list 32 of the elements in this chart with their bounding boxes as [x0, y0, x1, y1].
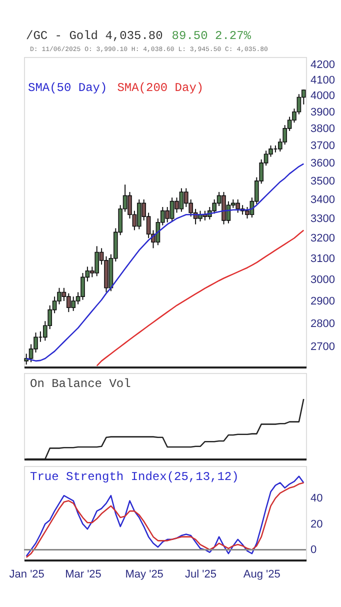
y-tick-label: 2700	[310, 341, 335, 354]
y-tick-label: 2800	[310, 318, 335, 330]
y-tick-label: 4100	[310, 74, 335, 86]
text: SMA(200 Day)	[117, 81, 204, 95]
chart-title: /GC - Gold 4,035.80	[26, 29, 163, 43]
y-tick-label: 2900	[310, 295, 335, 308]
chart-title: True Strength Index(25,13,12)	[30, 470, 239, 484]
x-tick-label: Jul '25	[185, 568, 216, 580]
y-tick-label: 3000	[310, 274, 335, 286]
line-series	[96, 230, 304, 366]
y-tick-label: 3800	[310, 122, 335, 135]
x-tick-label: Mar '25	[65, 568, 102, 580]
y-tick-label: 4000	[310, 90, 335, 102]
y-tick-label: 3600	[310, 157, 335, 170]
y-tick-label: 3200	[310, 232, 335, 245]
x-tick-label: May '25	[125, 568, 164, 580]
text: SMA(50 Day)	[28, 81, 108, 95]
y-tick-label: 3500	[310, 175, 335, 188]
y-tick-label: 0	[310, 544, 317, 556]
y-tick-label: 3300	[310, 212, 335, 225]
y-tick-label: 3900	[310, 106, 335, 118]
line-series	[26, 163, 304, 362]
y-tick-label: 3700	[310, 140, 335, 152]
y-tick-label: 40	[310, 492, 323, 505]
x-tick-label: Jan '25	[9, 568, 44, 580]
y-tick-label: 4200	[310, 59, 335, 72]
y-tick-label: 3100	[310, 252, 335, 265]
chart-title: On Balance Vol	[30, 377, 131, 391]
y-tick-label: 3400	[310, 194, 335, 206]
x-tick-label: Aug '25	[243, 568, 280, 580]
text: 89.50 2.27%	[172, 29, 252, 43]
y-tick-label: 20	[310, 518, 323, 530]
